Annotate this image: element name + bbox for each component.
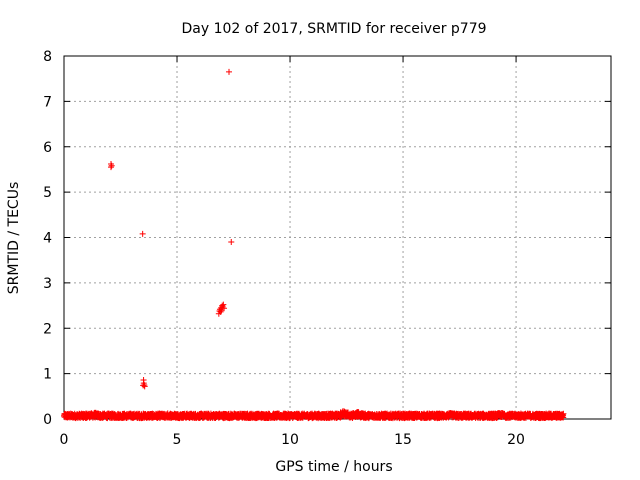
data-point: [221, 305, 228, 312]
y-tick-label: 8: [43, 49, 52, 65]
y-tick-label: 2: [43, 321, 52, 337]
data-point: [228, 239, 235, 246]
data-point: [220, 301, 227, 308]
y-axis-label: SRMTID / TECUs: [6, 182, 22, 295]
x-tick-label: 15: [394, 432, 412, 448]
chart-title: Day 102 of 2017, SRMTID for receiver p77…: [181, 21, 486, 37]
x-tick-label: 0: [60, 432, 69, 448]
x-axis-label: GPS time / hours: [275, 459, 392, 475]
grid: [64, 56, 611, 419]
x-tick-label: 20: [507, 432, 525, 448]
data-point: [139, 230, 146, 237]
y-tick-label: 5: [43, 185, 52, 201]
data-point: [560, 410, 567, 417]
y-tick-label: 7: [43, 94, 52, 110]
data-point: [108, 162, 115, 169]
y-tick-label: 4: [43, 231, 52, 247]
y-tick-label: 3: [43, 276, 52, 292]
data-point: [140, 382, 147, 389]
y-tick-label: 1: [43, 367, 52, 383]
data-points: [61, 68, 567, 422]
y-tick-label: 6: [43, 140, 52, 156]
data-point: [108, 164, 115, 171]
data-point: [226, 68, 233, 75]
x-tick-label: 5: [173, 432, 182, 448]
y-tick-label: 0: [43, 412, 52, 428]
x-tick-label: 10: [281, 432, 299, 448]
tick-labels: 0 5 10 15 20 0 1 2 3 4 5 6 7 8: [43, 49, 525, 448]
